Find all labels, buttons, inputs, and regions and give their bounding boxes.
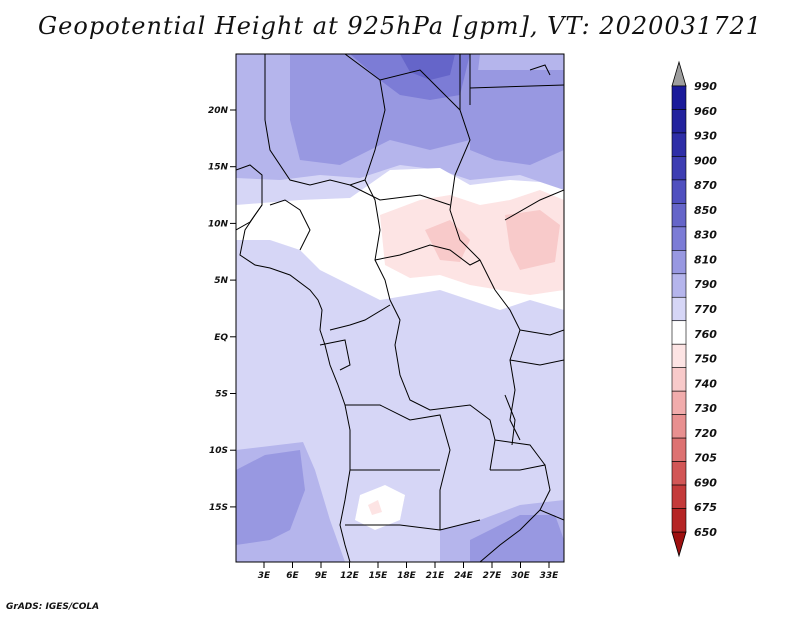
colorbar-segment (671, 85, 687, 110)
colorbar-segment (671, 437, 687, 462)
colorbar-segment (671, 390, 687, 415)
lat-label: 15S (209, 503, 228, 513)
lat-label: 10S (209, 446, 228, 456)
colorbar-label: 760 (694, 328, 717, 341)
lon-label: 12E (340, 571, 360, 581)
colorbar-label: 675 (694, 501, 717, 514)
latitude-axis: 20N 15N 10N 5N EQ 5S 10S 15S (208, 106, 236, 513)
lat-label: 5N (214, 276, 228, 286)
colorbar-label: 960 (694, 105, 717, 118)
colorbar-label: 830 (694, 229, 717, 242)
colorbar-label: 770 (694, 303, 717, 316)
lon-label: 21E (426, 571, 446, 581)
map-frame (235, 53, 565, 563)
chart-title: Geopotential Height at 925hPa [gpm], VT:… (38, 12, 762, 40)
colorbar-segment (671, 320, 687, 345)
colorbar-segment (671, 461, 687, 486)
lon-label: 9E (315, 571, 328, 581)
colorbar-segment (671, 109, 687, 134)
colorbar-segment (671, 508, 687, 533)
colorbar-segment (671, 273, 687, 298)
colorbar: 990 960 930 900 870 850 830 810 790 770 760 750 740 7… (671, 60, 717, 558)
country-borders (236, 54, 564, 562)
lat-label: 10N (208, 219, 229, 229)
colorbar-label: 990 (694, 80, 717, 93)
grads-credit: GrADS: IGES/COLA (6, 602, 100, 612)
colorbar-segment (671, 179, 687, 204)
colorbar-segment (671, 250, 687, 275)
lon-label: 6E (286, 571, 299, 581)
colorbar-segment (671, 296, 687, 322)
colorbar-label: 850 (694, 204, 717, 217)
colorbar-label: 690 (694, 476, 717, 489)
colorbar-segment (671, 226, 687, 251)
lon-label: 33E (540, 571, 560, 581)
lon-label: 3E (258, 571, 271, 581)
colorbar-segment (671, 132, 687, 157)
colorbar-segment (671, 414, 687, 439)
lat-label: 5S (215, 390, 228, 400)
lon-label: 18E (397, 571, 417, 581)
lat-label: EQ (214, 333, 228, 343)
colorbar-label: 930 (694, 130, 717, 143)
colorbar-label: 750 (694, 353, 717, 366)
lon-label: 30E (511, 571, 531, 581)
colorbar-label: 740 (694, 377, 717, 390)
colorbar-segment (671, 203, 687, 228)
lon-label: 24E (454, 571, 474, 581)
colorbar-label: 870 (694, 179, 717, 192)
lon-label: 15E (369, 571, 389, 581)
colorbar-segment (671, 367, 687, 392)
colorbar-bottom-arrow (671, 531, 687, 558)
lat-label: 20N (208, 106, 229, 116)
colorbar-label: 900 (694, 154, 717, 167)
colorbar-segment (671, 484, 687, 509)
lon-label: 27E (483, 571, 503, 581)
colorbar-segment (671, 343, 687, 368)
colorbar-top-arrow (671, 60, 687, 87)
colorbar-label: 720 (694, 427, 717, 440)
colorbar-label: 650 (694, 526, 717, 539)
height-field (236, 54, 564, 562)
colorbar-label: 730 (694, 402, 717, 415)
colorbar-label: 705 (694, 452, 717, 465)
lat-label: 15N (208, 163, 229, 173)
colorbar-segment (671, 156, 687, 181)
colorbar-label: 810 (694, 253, 717, 266)
longitude-axis: 3E 6E 9E 12E 15E 18E 21E 24E 27E 30E 33E (258, 562, 559, 581)
colorbar-label: 790 (694, 278, 717, 291)
